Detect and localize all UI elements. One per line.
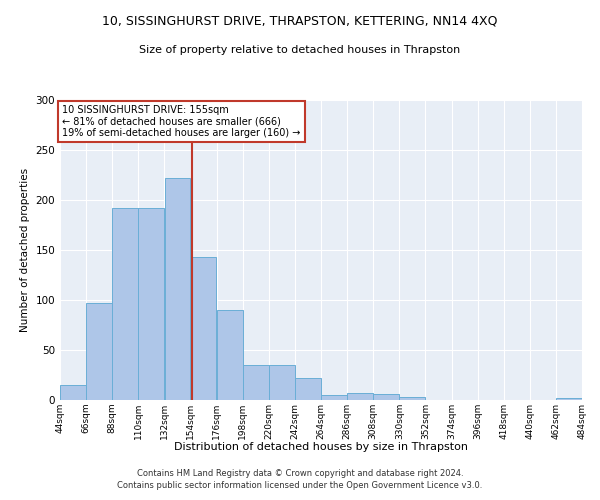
- Bar: [164, 178, 190, 400]
- Bar: [321, 395, 347, 400]
- Text: 10 SISSINGHURST DRIVE: 155sqm
← 81% of detached houses are smaller (666)
19% of : 10 SISSINGHURST DRIVE: 155sqm ← 81% of d…: [62, 105, 301, 138]
- Bar: [191, 257, 217, 400]
- Bar: [556, 398, 582, 400]
- Bar: [86, 303, 112, 400]
- Bar: [217, 310, 242, 400]
- Text: Size of property relative to detached houses in Thrapston: Size of property relative to detached ho…: [139, 45, 461, 55]
- Bar: [112, 208, 138, 400]
- Text: Contains HM Land Registry data © Crown copyright and database right 2024.
Contai: Contains HM Land Registry data © Crown c…: [118, 468, 482, 490]
- Bar: [243, 365, 269, 400]
- Bar: [139, 208, 164, 400]
- Bar: [60, 385, 86, 400]
- Text: Distribution of detached houses by size in Thrapston: Distribution of detached houses by size …: [174, 442, 468, 452]
- Text: 10, SISSINGHURST DRIVE, THRAPSTON, KETTERING, NN14 4XQ: 10, SISSINGHURST DRIVE, THRAPSTON, KETTE…: [102, 15, 498, 28]
- Bar: [269, 365, 295, 400]
- Bar: [400, 397, 425, 400]
- Y-axis label: Number of detached properties: Number of detached properties: [20, 168, 30, 332]
- Bar: [295, 378, 321, 400]
- Bar: [373, 394, 399, 400]
- Bar: [347, 393, 373, 400]
